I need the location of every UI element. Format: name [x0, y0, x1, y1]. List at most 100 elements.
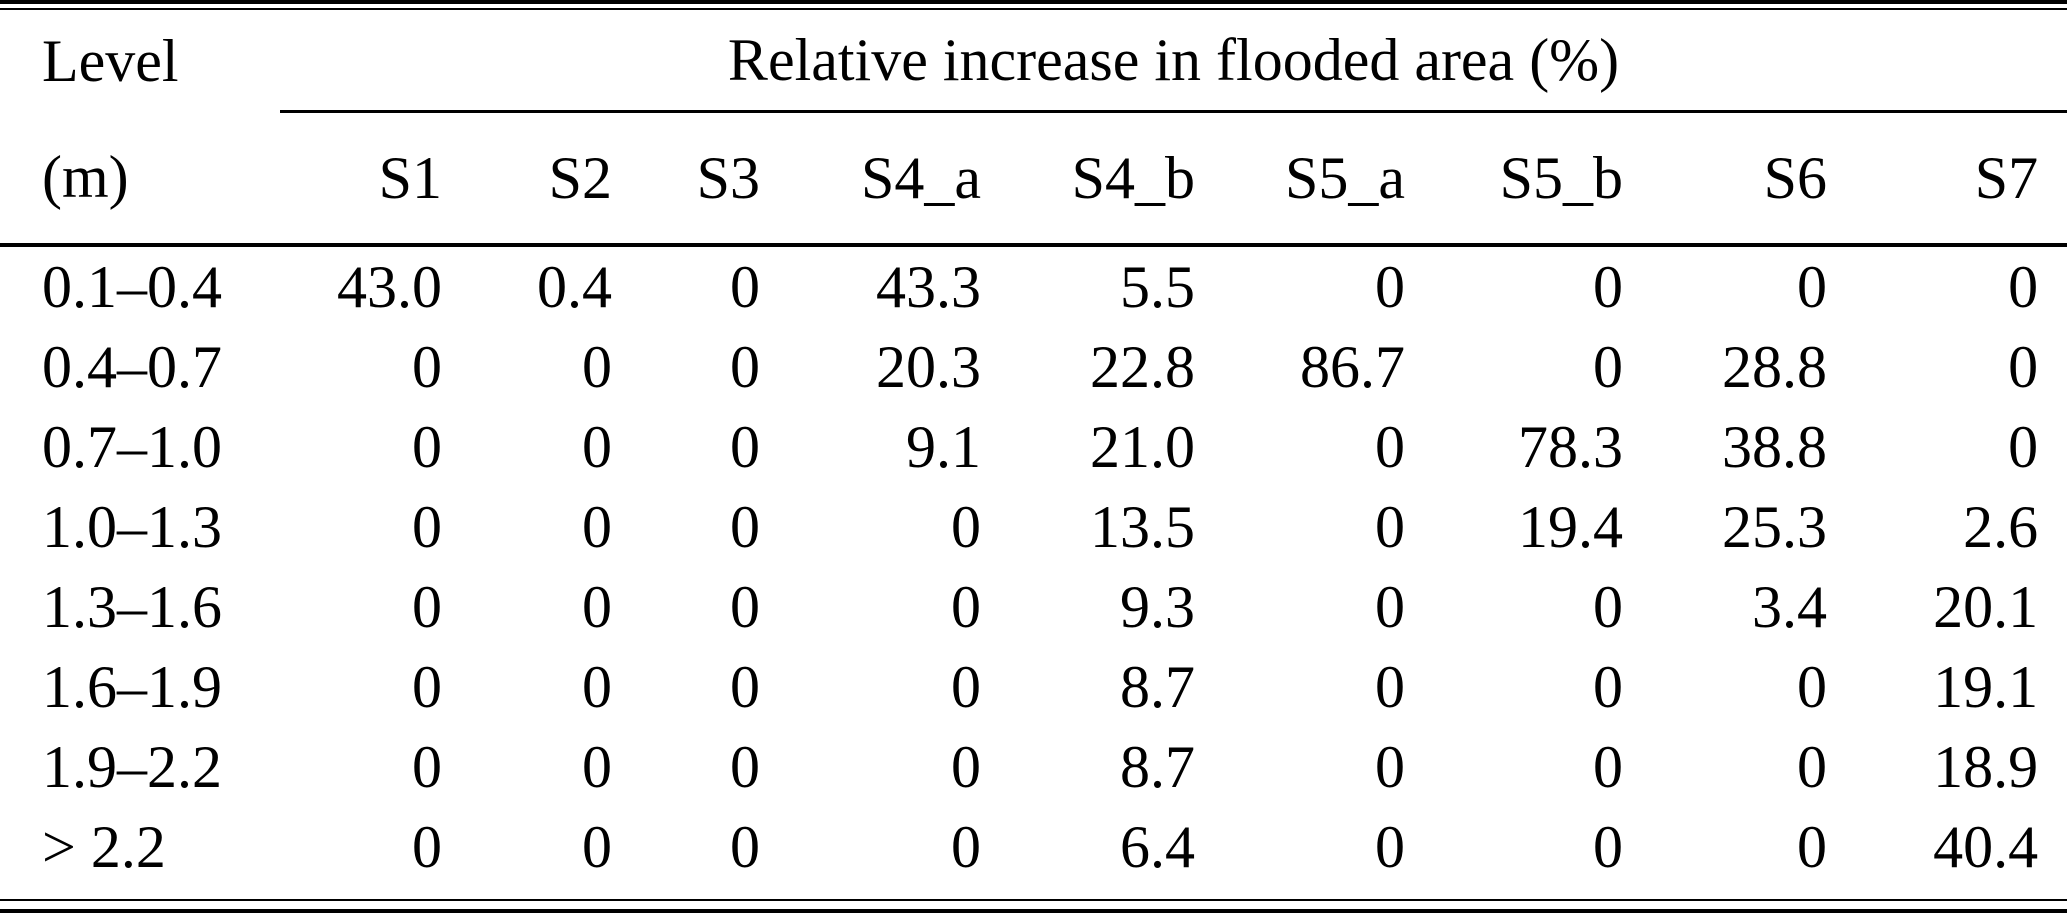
- value-cell: 0: [951, 654, 981, 720]
- column-header-s4b: S4_b: [1010, 111, 1224, 247]
- value-cell: 0: [2008, 334, 2039, 400]
- value-cell: 0: [1593, 814, 1623, 880]
- flooded-area-table: Level Relative increase in flooded area …: [0, 10, 2067, 887]
- value-cell: 0: [1375, 494, 1405, 560]
- bottom-thick-rule: [0, 909, 2067, 913]
- top-thin-rule: [0, 8, 2067, 10]
- value-cell: 43.0: [337, 254, 442, 320]
- value-cell: 0: [730, 494, 760, 560]
- value-cell: 0: [1797, 254, 1827, 320]
- value-cell: 0: [730, 574, 760, 640]
- value-cell: 3.4: [1752, 574, 1827, 640]
- column-header-s5a: S5_a: [1224, 111, 1434, 247]
- table-row: 1.6–1.9 0 0 0 0 8.7 0 0 0 19.1: [0, 647, 2067, 727]
- value-cell: 18.9: [1933, 734, 2039, 800]
- value-cell: 0: [582, 334, 612, 400]
- column-header-s1: S1: [280, 111, 471, 247]
- column-header-s4a: S4_a: [789, 111, 1010, 247]
- value-cell: 0: [730, 654, 760, 720]
- value-cell: 0: [1375, 414, 1405, 480]
- level-cell: 0.1–0.4: [42, 254, 222, 320]
- unit-header: (m): [0, 111, 280, 247]
- value-cell: 0: [412, 414, 442, 480]
- column-header-s2: S2: [471, 111, 641, 247]
- value-cell: 5.5: [1120, 254, 1195, 320]
- value-cell: 19.1: [1933, 654, 2039, 720]
- value-cell: 8.7: [1120, 734, 1195, 800]
- value-cell: 0: [1797, 654, 1827, 720]
- value-cell: 0: [1375, 734, 1405, 800]
- level-cell: 1.3–1.6: [42, 574, 222, 640]
- value-cell: 0: [951, 574, 981, 640]
- value-cell: 0: [2008, 414, 2039, 480]
- level-cell: 1.0–1.3: [42, 494, 222, 560]
- value-cell: 19.4: [1518, 494, 1623, 560]
- value-cell: 0: [582, 494, 612, 560]
- value-cell: 28.8: [1722, 334, 1827, 400]
- value-cell: 0: [412, 654, 442, 720]
- value-cell: 6.4: [1120, 814, 1195, 880]
- value-cell: 0: [951, 494, 981, 560]
- bottom-spacer: [0, 887, 2067, 899]
- level-header: Level: [42, 27, 179, 94]
- value-cell: 9.1: [906, 414, 981, 480]
- table-row: > 2.2 0 0 0 0 6.4 0 0 0 40.4: [0, 807, 2067, 887]
- value-cell: 0: [1797, 814, 1827, 880]
- column-header-s7: S7: [1856, 111, 2067, 247]
- value-cell: 0: [582, 414, 612, 480]
- value-cell: 0: [412, 814, 442, 880]
- level-cell: > 2.2: [42, 814, 166, 880]
- value-cell: 0: [1593, 574, 1623, 640]
- value-cell: 0: [951, 734, 981, 800]
- value-cell: 0: [1593, 254, 1623, 320]
- value-cell: 0: [1375, 574, 1405, 640]
- value-cell: 20.3: [876, 334, 981, 400]
- value-cell: 20.1: [1933, 574, 2039, 640]
- value-cell: 0: [1797, 734, 1827, 800]
- value-cell: 40.4: [1933, 814, 2039, 880]
- value-cell: 0: [2008, 254, 2039, 320]
- table-header-row-2: (m) S1 S2 S3 S4_a S4_b S5_a S5_b S6 S7: [0, 111, 2067, 247]
- table-row: 0.4–0.7 0 0 0 20.3 22.8 86.7 0 28.8 0: [0, 327, 2067, 407]
- value-cell: 43.3: [876, 254, 981, 320]
- value-cell: 0: [412, 574, 442, 640]
- table-row: 0.1–0.4 43.0 0.4 0 43.3 5.5 0 0 0 0: [0, 245, 2067, 327]
- value-cell: 0: [1593, 734, 1623, 800]
- value-cell: 0: [412, 334, 442, 400]
- table-row: 1.0–1.3 0 0 0 0 13.5 0 19.4 25.3 2.6: [0, 487, 2067, 567]
- value-cell: 0: [582, 574, 612, 640]
- bottom-rule-gap: [0, 901, 2067, 909]
- value-cell: 0: [1593, 654, 1623, 720]
- value-cell: 8.7: [1120, 654, 1195, 720]
- value-cell: 78.3: [1518, 414, 1623, 480]
- value-cell: 0: [1375, 254, 1405, 320]
- value-cell: 0: [1593, 334, 1623, 400]
- value-cell: 0.4: [537, 254, 612, 320]
- value-cell: 2.6: [1963, 494, 2039, 560]
- table-row: 1.9–2.2 0 0 0 0 8.7 0 0 0 18.9: [0, 727, 2067, 807]
- value-cell: 9.3: [1120, 574, 1195, 640]
- span-header: Relative increase in flooded area (%): [280, 10, 2067, 113]
- table-header-row-1: Level Relative increase in flooded area …: [0, 10, 2067, 113]
- value-cell: 0: [412, 494, 442, 560]
- value-cell: 25.3: [1722, 494, 1827, 560]
- column-header-s3: S3: [641, 111, 789, 247]
- value-cell: 0: [730, 734, 760, 800]
- value-cell: 0: [412, 734, 442, 800]
- table-row: 1.3–1.6 0 0 0 0 9.3 0 0 3.4 20.1: [0, 567, 2067, 647]
- value-cell: 0: [951, 814, 981, 880]
- value-cell: 0: [582, 734, 612, 800]
- value-cell: 38.8: [1722, 414, 1827, 480]
- level-cell: 1.6–1.9: [42, 654, 222, 720]
- value-cell: 13.5: [1090, 494, 1195, 560]
- table-row: 0.7–1.0 0 0 0 9.1 21.0 0 78.3 38.8 0: [0, 407, 2067, 487]
- level-cell: 0.4–0.7: [42, 334, 222, 400]
- value-cell: 0: [1375, 654, 1405, 720]
- value-cell: 0: [730, 414, 760, 480]
- value-cell: 21.0: [1090, 414, 1195, 480]
- top-thick-rule: [0, 0, 2067, 4]
- value-cell: 0: [582, 814, 612, 880]
- column-header-s6: S6: [1652, 111, 1856, 247]
- value-cell: 0: [582, 654, 612, 720]
